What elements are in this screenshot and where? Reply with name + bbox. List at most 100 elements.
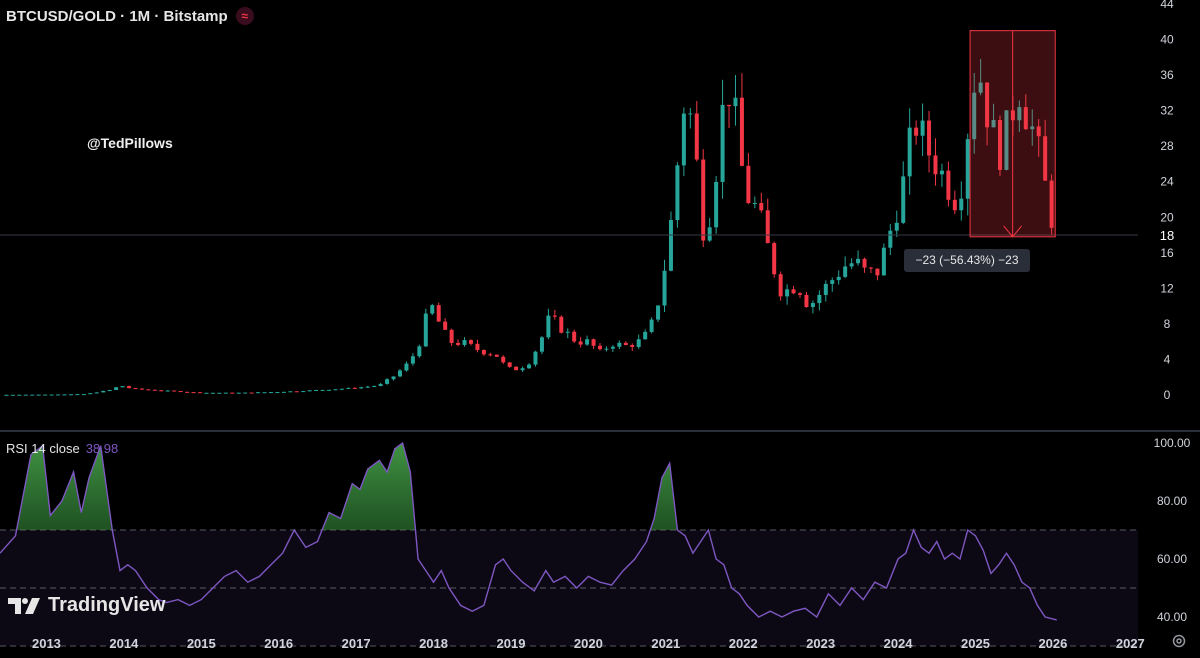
- candle-body: [933, 155, 938, 175]
- candle-body: [565, 331, 570, 333]
- author-handle: @TedPillows: [87, 135, 173, 151]
- candle-body: [572, 331, 577, 342]
- candle-body: [204, 392, 209, 394]
- time-tick-label: 2023: [806, 636, 835, 651]
- candle-body: [598, 345, 602, 350]
- price-tick-label: 8: [1164, 317, 1171, 331]
- candle-body: [1043, 136, 1048, 181]
- candle-body: [468, 340, 473, 344]
- candle-body: [436, 305, 441, 322]
- candle-body: [1030, 126, 1035, 130]
- candle-body: [604, 348, 609, 350]
- tradingview-logo: TradingView: [8, 594, 165, 617]
- candle-body: [843, 266, 848, 277]
- candle-body: [533, 351, 538, 365]
- time-tick-label: 2024: [884, 636, 914, 651]
- candle-body: [249, 392, 254, 394]
- candle-body: [359, 387, 364, 389]
- wave-icon[interactable]: ≈: [235, 7, 254, 25]
- candle-body: [81, 394, 86, 396]
- candle-body: [88, 393, 93, 395]
- measure-arrow-head: [1003, 225, 1023, 238]
- candle-body: [688, 113, 693, 115]
- price-tick-label: 36: [1160, 68, 1174, 82]
- candle-body: [475, 343, 480, 350]
- candle-body: [481, 349, 486, 355]
- rsi-tick-label: 100.00: [1154, 436, 1191, 450]
- price-tick-label: 28: [1160, 139, 1174, 153]
- candle-body: [372, 385, 377, 387]
- candle-body: [217, 392, 222, 394]
- candle-body: [185, 391, 190, 393]
- time-tick-label: 2027: [1116, 636, 1145, 651]
- candle-body: [798, 293, 802, 295]
- gear-icon[interactable]: [1171, 633, 1187, 649]
- candle-body: [423, 313, 428, 347]
- candle-body: [868, 267, 873, 269]
- candle-body: [101, 390, 106, 393]
- measure-range-tool[interactable]: [969, 30, 1056, 238]
- candle-body: [385, 379, 390, 384]
- candle-body: [410, 356, 415, 364]
- time-tick-label: 2020: [574, 636, 603, 651]
- candle-body: [43, 394, 48, 396]
- candle-body: [907, 127, 912, 177]
- candle-body: [578, 341, 583, 345]
- candle-body: [914, 127, 919, 136]
- candle-body: [778, 274, 783, 297]
- candle-body: [501, 356, 506, 363]
- time-tick-label: 2017: [342, 636, 371, 651]
- rsi-value: 38.98: [85, 441, 119, 456]
- symbol-header[interactable]: BTCUSD/GOLD · 1M · Bitstamp ≈: [6, 7, 254, 25]
- candle-body: [159, 390, 164, 392]
- candle-body: [172, 390, 177, 392]
- rsi-overbought-fill: [0, 443, 1057, 530]
- time-axis[interactable]: 2013 2014 2015 2016 2017 2018 2019 2020 2021 2022…: [32, 636, 1145, 651]
- candle-body: [346, 387, 351, 389]
- candle-body: [75, 394, 80, 396]
- tradingview-logo-icon: [8, 597, 40, 614]
- candle-body: [636, 339, 641, 347]
- candle-body: [30, 394, 35, 396]
- rsi-band-fill: [0, 530, 1138, 646]
- candle-body: [10, 394, 15, 396]
- candle-body: [127, 386, 132, 389]
- candle-body: [894, 222, 899, 231]
- candle-body: [488, 354, 493, 356]
- symbol-title: BTCUSD/GOLD · 1M · Bitstamp: [6, 7, 228, 25]
- candle-body: [630, 345, 635, 347]
- candle-body: [681, 113, 686, 166]
- candle-body: [694, 113, 699, 160]
- time-tick-label: 2014: [109, 636, 139, 651]
- candle-body: [146, 389, 151, 391]
- candle-body: [339, 388, 344, 390]
- candle-body: [946, 170, 951, 200]
- candle-body: [546, 315, 551, 338]
- candle-body: [714, 181, 719, 228]
- candle-body: [507, 362, 512, 367]
- candle-body: [210, 392, 215, 394]
- price-pane[interactable]: 0 4 8 12 16 20 24 28 32 36 40 44 18: [0, 0, 1190, 402]
- candle-body: [727, 104, 732, 107]
- price-tick-label: 16: [1160, 246, 1174, 260]
- candle-body: [823, 283, 828, 295]
- candle-body: [462, 340, 467, 345]
- candle-body: [1036, 126, 1041, 137]
- candle-body: [836, 276, 841, 281]
- candle-body: [965, 139, 970, 199]
- time-tick-label: 2015: [187, 636, 216, 651]
- candle-body: [152, 389, 157, 391]
- candle-body: [552, 315, 557, 317]
- candle-body: [785, 289, 790, 297]
- candle-body: [404, 363, 409, 371]
- candle-body: [301, 391, 306, 393]
- candle-body: [256, 392, 261, 394]
- candle-body: [985, 82, 990, 128]
- candle-body: [62, 394, 67, 396]
- rsi-pane[interactable]: 40.00 60.00 80.00 100.00: [0, 436, 1191, 647]
- rsi-legend[interactable]: RSI 14 close 38.98: [6, 441, 118, 456]
- rsi-title: RSI 14 close: [6, 441, 80, 456]
- candle-body: [94, 392, 99, 394]
- rsi-tick-label: 60.00: [1157, 552, 1187, 566]
